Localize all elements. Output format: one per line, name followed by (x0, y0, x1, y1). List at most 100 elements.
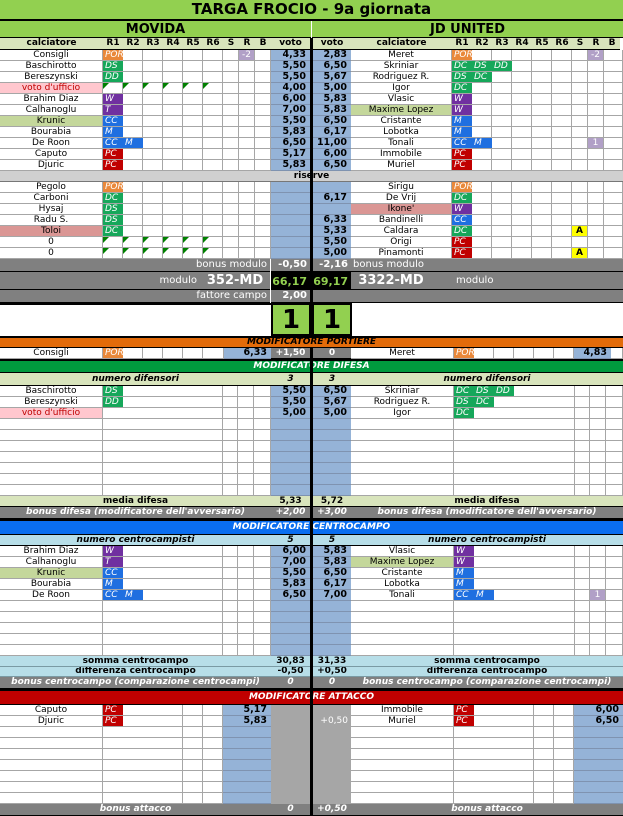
player-name[interactable]: De Roon (0, 138, 103, 149)
player-name[interactable]: Igor (351, 83, 452, 94)
player-name[interactable]: Meret (351, 50, 452, 61)
media-difesa-label: media difesa (351, 496, 623, 507)
player-name[interactable]: 0 (0, 237, 103, 248)
player-name[interactable]: Pinamonti (351, 248, 452, 259)
player-name[interactable] (0, 474, 103, 485)
player-name[interactable] (0, 463, 103, 474)
player-name[interactable]: Hysaj (0, 204, 103, 215)
player-name[interactable]: Vlasic (351, 546, 454, 557)
player-name[interactable]: Meret (351, 348, 454, 359)
player-name[interactable]: Bandinelli (351, 215, 452, 226)
player-name[interactable] (351, 612, 454, 623)
player-name[interactable] (351, 738, 454, 749)
player-name[interactable] (351, 474, 454, 485)
r-cell (238, 419, 254, 430)
player-name[interactable] (0, 782, 103, 793)
player-name[interactable]: Carboni (0, 193, 103, 204)
player-name[interactable] (0, 749, 103, 760)
player-name[interactable]: Baschirotto (0, 386, 103, 397)
player-name[interactable]: Tonali (351, 138, 452, 149)
player-name[interactable] (351, 634, 454, 645)
player-name[interactable] (0, 452, 103, 463)
player-name[interactable] (351, 749, 454, 760)
player-name[interactable]: Caldara (351, 226, 452, 237)
player-name[interactable] (351, 463, 454, 474)
player-name[interactable] (0, 793, 103, 804)
player-name[interactable]: Djuric (0, 160, 103, 171)
player-name[interactable]: Ikone' (351, 204, 452, 215)
player-name[interactable]: Muriel (351, 160, 452, 171)
player-name[interactable]: Caputo (0, 705, 103, 716)
player-name[interactable]: Skriniar (351, 386, 454, 397)
player-name[interactable] (351, 771, 454, 782)
player-name[interactable]: Krunic (0, 116, 103, 127)
player-name[interactable] (0, 738, 103, 749)
player-name[interactable] (0, 601, 103, 612)
player-name[interactable]: Tonali (351, 590, 454, 601)
player-name[interactable]: Rodriguez R. (351, 72, 452, 83)
player-name[interactable] (351, 441, 454, 452)
player-name[interactable]: Maxime Lopez (351, 105, 452, 116)
player-name[interactable] (0, 645, 103, 656)
player-name[interactable]: Igor (351, 408, 454, 419)
player-name[interactable]: Bereszynski (0, 72, 103, 83)
player-name[interactable] (351, 727, 454, 738)
player-name[interactable]: Sirigu (351, 182, 452, 193)
player-name[interactable] (351, 793, 454, 804)
player-name[interactable]: Lobotka (351, 127, 452, 138)
player-name[interactable]: Brahim Diaz (0, 546, 103, 557)
player-name[interactable] (0, 634, 103, 645)
player-name[interactable]: Skriniar (351, 61, 452, 72)
player-name[interactable]: Bereszynski (0, 397, 103, 408)
player-name[interactable] (351, 623, 454, 634)
player-name[interactable]: Maxime Lopez (351, 557, 454, 568)
player-name[interactable]: Caputo (0, 149, 103, 160)
player-name[interactable]: Calhanoglu (0, 557, 103, 568)
b-cell (254, 568, 271, 579)
player-name[interactable]: Cristante (351, 116, 452, 127)
player-name[interactable]: Pegolo (0, 182, 103, 193)
s-cell (575, 546, 590, 557)
player-name[interactable] (0, 771, 103, 782)
player-name[interactable]: Origi (351, 237, 452, 248)
player-name[interactable]: Immobile (351, 149, 452, 160)
player-name[interactable]: Djuric (0, 716, 103, 727)
player-name[interactable]: voto d'ufficio (0, 408, 103, 419)
player-name[interactable]: Calhanoglu (0, 105, 103, 116)
player-name[interactable]: Bourabia (0, 127, 103, 138)
player-name[interactable]: Cristante (351, 568, 454, 579)
player-name[interactable] (0, 441, 103, 452)
player-name[interactable]: Krunic (0, 568, 103, 579)
player-name[interactable]: Radu S. (0, 215, 103, 226)
player-name[interactable]: Bourabia (0, 579, 103, 590)
player-name[interactable] (351, 645, 454, 656)
player-name[interactable]: Brahim Diaz (0, 94, 103, 105)
player-name[interactable]: Immobile (351, 705, 454, 716)
player-name[interactable]: Toloi (0, 226, 103, 237)
player-name[interactable] (0, 419, 103, 430)
player-name[interactable] (0, 760, 103, 771)
player-name[interactable]: Baschirotto (0, 61, 103, 72)
player-name[interactable]: Consigli (0, 348, 103, 359)
player-name[interactable]: 0 (0, 248, 103, 259)
player-name[interactable] (351, 601, 454, 612)
player-name[interactable]: voto d'ufficio (0, 83, 103, 94)
player-name[interactable]: Lobotka (351, 579, 454, 590)
player-name[interactable] (0, 430, 103, 441)
player-name[interactable] (351, 782, 454, 793)
player-name[interactable] (351, 485, 454, 496)
player-name[interactable] (0, 485, 103, 496)
player-name[interactable] (351, 760, 454, 771)
player-name[interactable] (0, 727, 103, 738)
player-name[interactable]: Muriel (351, 716, 454, 727)
player-name[interactable] (0, 612, 103, 623)
player-name[interactable] (351, 452, 454, 463)
player-name[interactable]: De Vrij (351, 193, 452, 204)
player-name[interactable]: Consigli (0, 50, 103, 61)
player-name[interactable] (0, 623, 103, 634)
player-name[interactable] (351, 419, 454, 430)
player-name[interactable] (351, 430, 454, 441)
player-name[interactable]: Rodriguez R. (351, 397, 454, 408)
player-name[interactable]: De Roon (0, 590, 103, 601)
player-name[interactable]: Vlasic (351, 94, 452, 105)
